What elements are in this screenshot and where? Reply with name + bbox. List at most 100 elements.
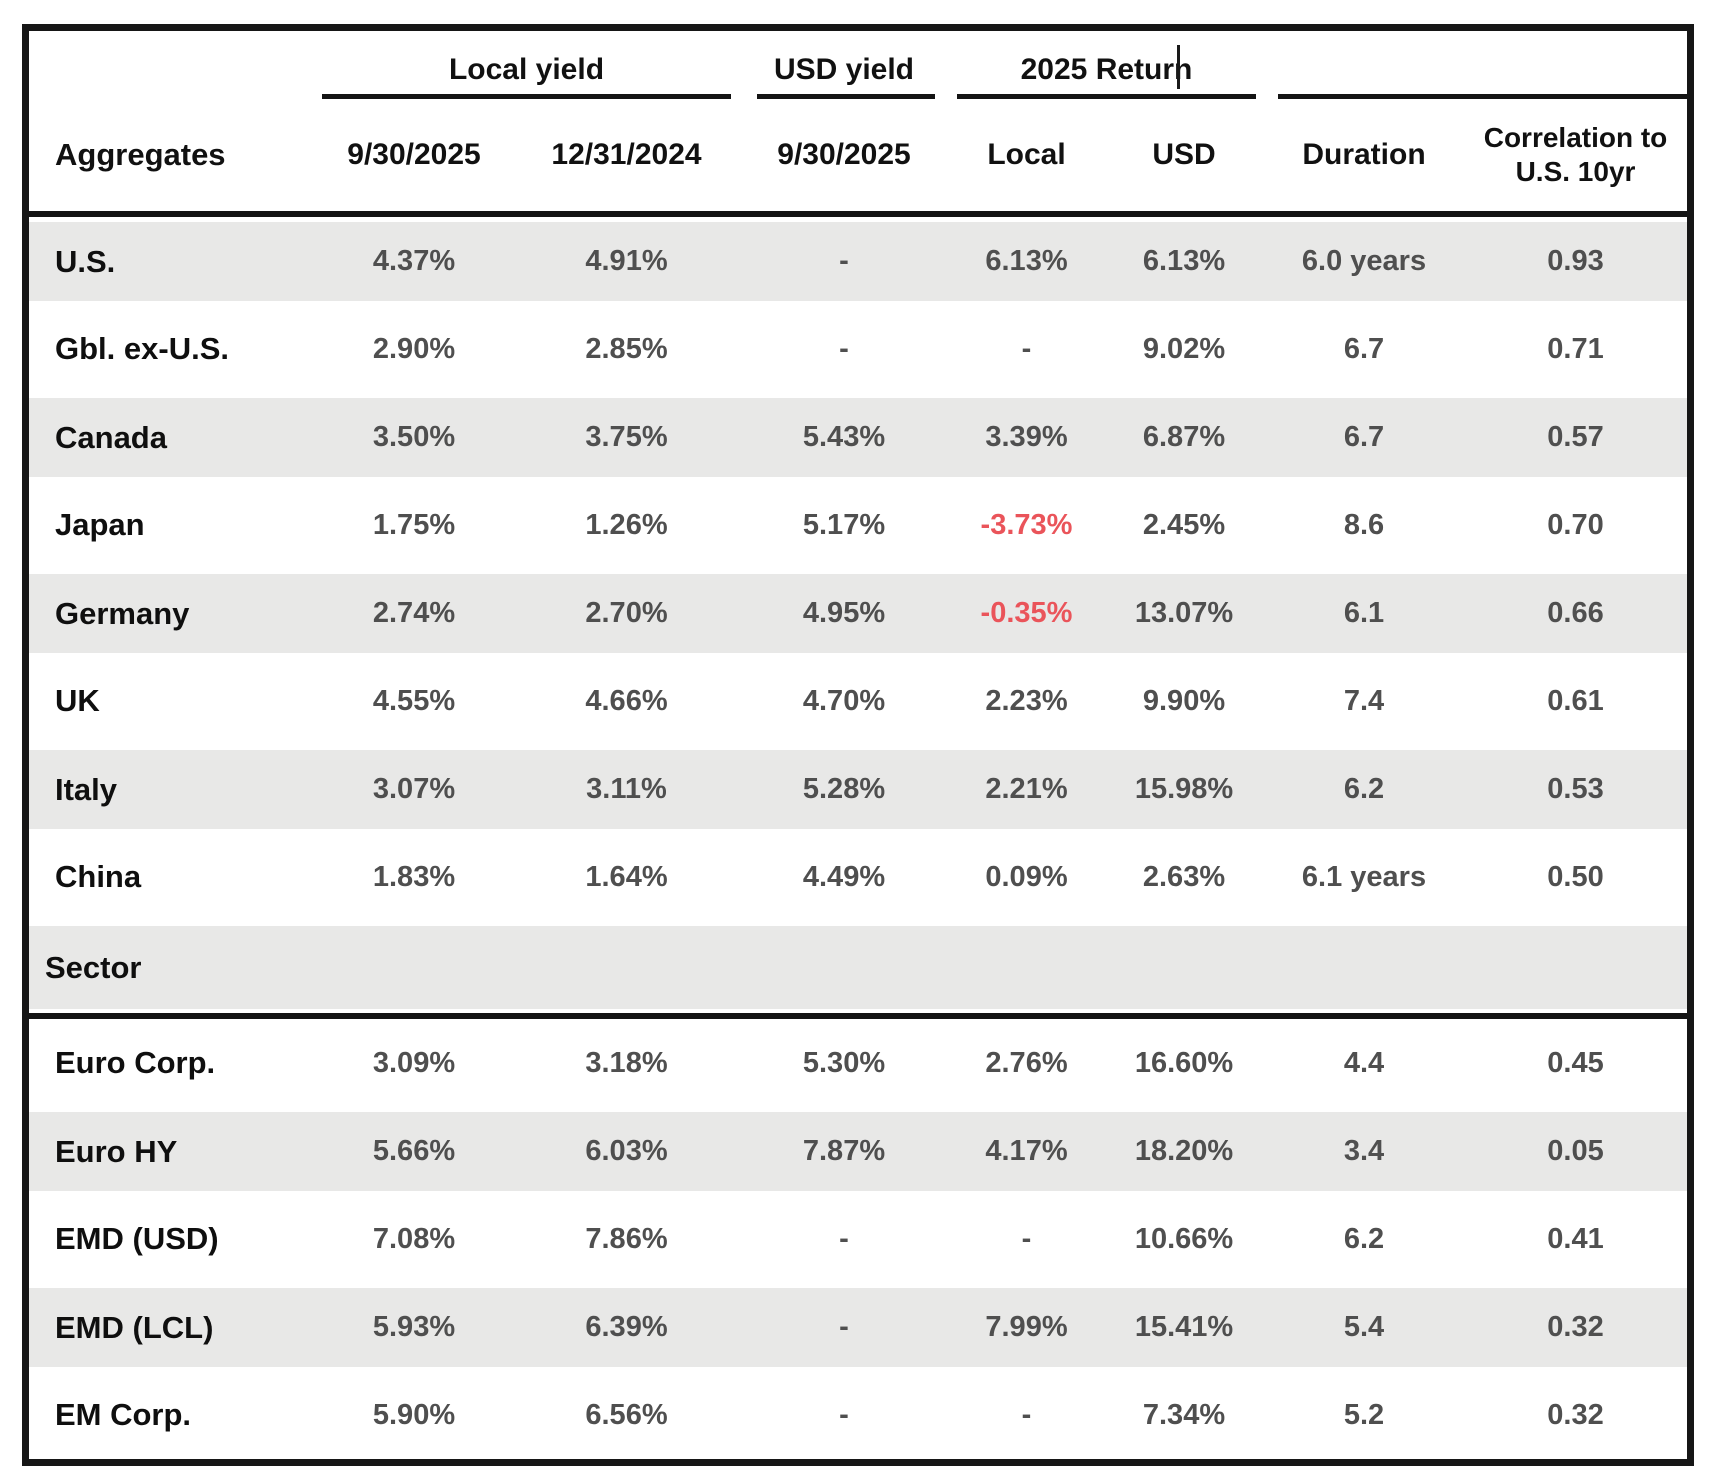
duration-cell: 6.2 (1343, 773, 1385, 805)
return-usd-cell: 7.34% (1142, 1398, 1226, 1431)
correlation-cell: 0.71 (1547, 332, 1604, 365)
correlation-cell: 0.50 (1547, 860, 1604, 893)
duration-cell: 6.0 years (1301, 245, 1427, 277)
usd-yield-cell: 5.17% (802, 508, 886, 541)
return-usd-cell: 18.20% (1134, 1135, 1234, 1167)
duration-cell: 6.1 (1343, 597, 1385, 629)
return-usd-cell: 9.02% (1142, 332, 1226, 365)
correlation-cell: 0.32 (1547, 1311, 1604, 1343)
group-duration-correlation (1264, 31, 1687, 99)
group-header-row: Local yield USD yield 2025 Return (29, 31, 1687, 99)
usd-yield-cell: 4.49% (802, 860, 886, 893)
return-usd-cell: 13.07% (1134, 597, 1234, 629)
local-yield-current-cell: 3.50% (372, 421, 456, 453)
row-label-cell: EM Corp. (55, 1397, 192, 1432)
local-yield-prior-cell: 4.66% (585, 684, 668, 717)
return-local-cell: 7.99% (985, 1311, 1068, 1343)
row-label-cell: Japan (55, 507, 145, 542)
table-row: Euro Corp. 3.09% 3.18% 5.30% 2.76% 16.60… (29, 1019, 1687, 1107)
local-yield-prior-cell: 1.64% (585, 860, 668, 893)
return-local-cell: -3.73% (980, 508, 1073, 541)
table-row: U.S. 4.37% 4.91% - 6.13% 6.13% 6.0 years… (29, 217, 1687, 305)
duration-cell: 6.2 (1343, 1222, 1385, 1255)
table-row: EMD (USD) 7.08% 7.86% - - 10.66% 6.2 0.4… (29, 1195, 1687, 1283)
correlation-cell: 0.05 (1547, 1135, 1604, 1167)
group-2025-return: 2025 Return (949, 31, 1264, 99)
local-yield-prior-cell: 3.18% (585, 1046, 668, 1079)
return-usd-cell: 16.60% (1134, 1046, 1234, 1079)
duration-cell: 3.4 (1343, 1135, 1385, 1167)
return-usd-cell: 15.98% (1134, 773, 1234, 805)
table-row: Euro HY 5.66% 6.03% 7.87% 4.17% 18.20% 3… (29, 1107, 1687, 1195)
table-row: China 1.83% 1.64% 4.49% 0.09% 2.63% 6.1 … (29, 833, 1687, 921)
row-label-cell: U.S. (55, 243, 116, 279)
fixed-income-table: Local yield USD yield 2025 Return Aggreg… (22, 24, 1694, 1466)
return-local-cell: - (1021, 332, 1032, 365)
return-local-cell: 2.21% (985, 773, 1068, 805)
table-row: Japan 1.75% 1.26% 5.17% -3.73% 2.45% 8.6… (29, 481, 1687, 569)
table-row: EM Corp. 5.90% 6.56% - - 7.34% 5.2 0.32 (29, 1371, 1687, 1459)
return-local-cell: 6.13% (985, 245, 1068, 277)
row-label-cell: EMD (USD) (55, 1221, 219, 1256)
correlation-cell: 0.57 (1547, 421, 1604, 453)
row-label-cell: Euro Corp. (55, 1045, 216, 1080)
section-divider (29, 1013, 1687, 1019)
correlation-cell: 0.45 (1547, 1046, 1604, 1079)
return-local-cell: 2.76% (985, 1046, 1068, 1079)
local-yield-prior-cell: 6.39% (585, 1311, 668, 1343)
local-yield-prior-cell: 4.91% (585, 245, 668, 277)
usd-yield-cell: - (839, 1222, 849, 1255)
duration-cell: 6.7 (1343, 421, 1385, 453)
local-yield-prior-cell: 2.85% (585, 332, 668, 365)
duration-cell: 8.6 (1343, 508, 1385, 541)
correlation-cell: 0.32 (1547, 1398, 1604, 1431)
local-yield-current-cell: 3.09% (372, 1046, 456, 1079)
return-usd-cell: 6.87% (1142, 421, 1226, 453)
usd-yield-cell: - (839, 1398, 849, 1431)
column-header-return-usd: USD (1152, 138, 1216, 171)
local-yield-current-cell: 4.37% (372, 245, 456, 277)
correlation-cell: 0.61 (1547, 684, 1604, 717)
table-row: Canada 3.50% 3.75% 5.43% 3.39% 6.87% 6.7… (29, 393, 1687, 481)
group-local-yield: Local yield (314, 31, 739, 99)
local-yield-prior-cell: 6.03% (585, 1135, 668, 1167)
column-header-local-12-31-2024: 12/31/2024 (551, 138, 702, 171)
local-yield-prior-cell: 6.56% (585, 1398, 668, 1431)
return-local-cell: - (1021, 1222, 1032, 1255)
table-row: UK 4.55% 4.66% 4.70% 2.23% 9.90% 7.4 0.6… (29, 657, 1687, 745)
local-yield-prior-cell: 1.26% (585, 508, 668, 541)
return-usd-cell: 2.63% (1142, 860, 1226, 893)
usd-yield-cell: 4.95% (802, 597, 886, 629)
usd-yield-cell: - (839, 332, 849, 365)
column-header-return-local: Local (987, 138, 1066, 171)
duration-cell: 5.4 (1343, 1311, 1385, 1343)
return-local-cell: 0.09% (985, 860, 1068, 893)
usd-yield-cell: 7.87% (802, 1135, 886, 1167)
local-yield-prior-cell: 2.70% (585, 597, 668, 629)
row-label-cell: Italy (55, 771, 118, 807)
usd-yield-cell: 5.28% (802, 773, 886, 805)
return-usd-cell: 9.90% (1142, 684, 1226, 717)
duration-cell: 4.4 (1343, 1046, 1385, 1079)
usd-yield-cell: - (839, 245, 849, 277)
column-header-local-9-30-2025: 9/30/2025 (347, 138, 481, 171)
duration-cell: 7.4 (1343, 684, 1385, 717)
row-label-cell: Canada (55, 419, 167, 455)
section-header-label: Sector (45, 950, 142, 985)
local-yield-current-cell: 2.74% (372, 597, 456, 629)
correlation-cell: 0.70 (1547, 508, 1604, 541)
duration-cell: 5.2 (1343, 1398, 1385, 1431)
return-local-cell: - (1021, 1398, 1032, 1431)
local-yield-prior-cell: 3.75% (585, 421, 668, 453)
table-row: Italy 3.07% 3.11% 5.28% 2.21% 15.98% 6.2… (29, 745, 1687, 833)
column-header-duration: Duration (1302, 138, 1426, 171)
column-header-row: Aggregates 9/30/2025 12/31/2024 9/30/202… (29, 99, 1687, 217)
local-yield-current-cell: 4.55% (372, 684, 456, 717)
local-yield-current-cell: 5.90% (372, 1398, 456, 1431)
return-usd-cell: 6.13% (1142, 245, 1226, 277)
return-local-cell: 2.23% (985, 684, 1068, 717)
group-usd-yield: USD yield (739, 31, 949, 99)
return-usd-cell: 15.41% (1134, 1311, 1234, 1343)
group-local-yield-label: Local yield (448, 53, 605, 86)
column-header-usd-9-30-2025: 9/30/2025 (777, 138, 911, 171)
